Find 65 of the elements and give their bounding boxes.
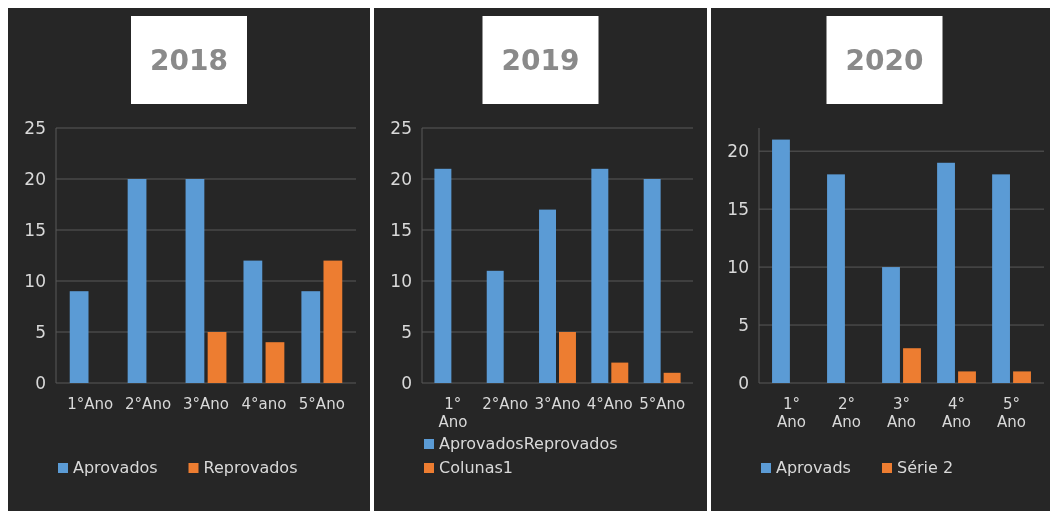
bar: [937, 162, 955, 383]
bar: [243, 260, 263, 383]
bar: [434, 168, 452, 383]
x-tick-label: 4° Ano: [942, 395, 971, 431]
y-tick-label: 10: [727, 257, 749, 278]
x-tick-label: 1° Ano: [776, 395, 806, 431]
legend-label: Colunas1: [439, 458, 514, 477]
bar: [643, 179, 661, 383]
bar: [265, 342, 285, 383]
y-tick-label: 25: [24, 118, 46, 138]
bar: [611, 362, 629, 383]
x-tick-label: 4°Ano: [586, 395, 633, 413]
bar: [992, 174, 1010, 383]
y-tick-label: 15: [727, 199, 749, 220]
y-tick-label: 5: [401, 322, 412, 342]
bar: [882, 267, 900, 383]
x-tick-label: 4°ano: [241, 395, 287, 413]
x-tick-label: 5°Ano: [298, 395, 345, 413]
y-tick-label: 25: [390, 118, 412, 138]
bar: [663, 372, 681, 383]
x-tick-label: 3°Ano: [183, 395, 229, 413]
bar: [827, 174, 845, 383]
y-tick-label: 0: [401, 373, 412, 393]
x-tick-label: 5° Ano: [997, 395, 1027, 431]
bar: [486, 270, 504, 383]
y-tick-label: 20: [24, 169, 46, 189]
y-tick-label: 0: [738, 373, 749, 393]
chart-title: 2020: [845, 44, 924, 77]
x-tick-label: 2°Ano: [482, 395, 529, 413]
bar: [1013, 371, 1031, 383]
y-tick-label: 0: [35, 373, 46, 393]
y-tick-label: 5: [738, 315, 749, 336]
y-tick-label: 20: [390, 169, 412, 189]
x-tick-label: 5°Ano: [639, 395, 686, 413]
legend-label: Reprovados: [203, 458, 298, 477]
bar: [559, 332, 576, 383]
x-tick-label: 3° Ano: [887, 395, 916, 431]
x-tick-label: 2°Ano: [125, 395, 172, 413]
bar: [207, 332, 227, 383]
x-tick-label: 1°Ano: [67, 395, 114, 413]
legend-label: Aprovados: [73, 458, 158, 477]
bar: [903, 348, 921, 383]
bar: [301, 291, 321, 383]
bar: [772, 139, 790, 383]
bar: [323, 260, 343, 383]
x-tick-label: 2° Ano: [832, 395, 861, 431]
y-tick-label: 5: [35, 322, 46, 342]
y-tick-label: 10: [24, 271, 46, 291]
y-tick-label: 20: [727, 141, 749, 162]
bar: [539, 209, 556, 383]
bar: [185, 179, 205, 383]
legend-label: AprovadosReprovados: [439, 434, 618, 453]
x-tick-label: 1° Ano: [438, 395, 468, 431]
y-tick-label: 15: [24, 220, 46, 240]
legend-label: Aprovads: [776, 458, 851, 477]
y-tick-label: 10: [390, 271, 412, 291]
bar: [127, 179, 147, 383]
chart-title: 2019: [501, 44, 580, 77]
bar: [958, 371, 976, 383]
bar: [591, 168, 609, 383]
y-tick-label: 15: [390, 220, 412, 240]
x-tick-label: 3°Ano: [534, 395, 581, 413]
chart-title: 2018: [150, 44, 228, 77]
legend-label: Série 2: [897, 458, 954, 477]
bar: [69, 291, 89, 383]
